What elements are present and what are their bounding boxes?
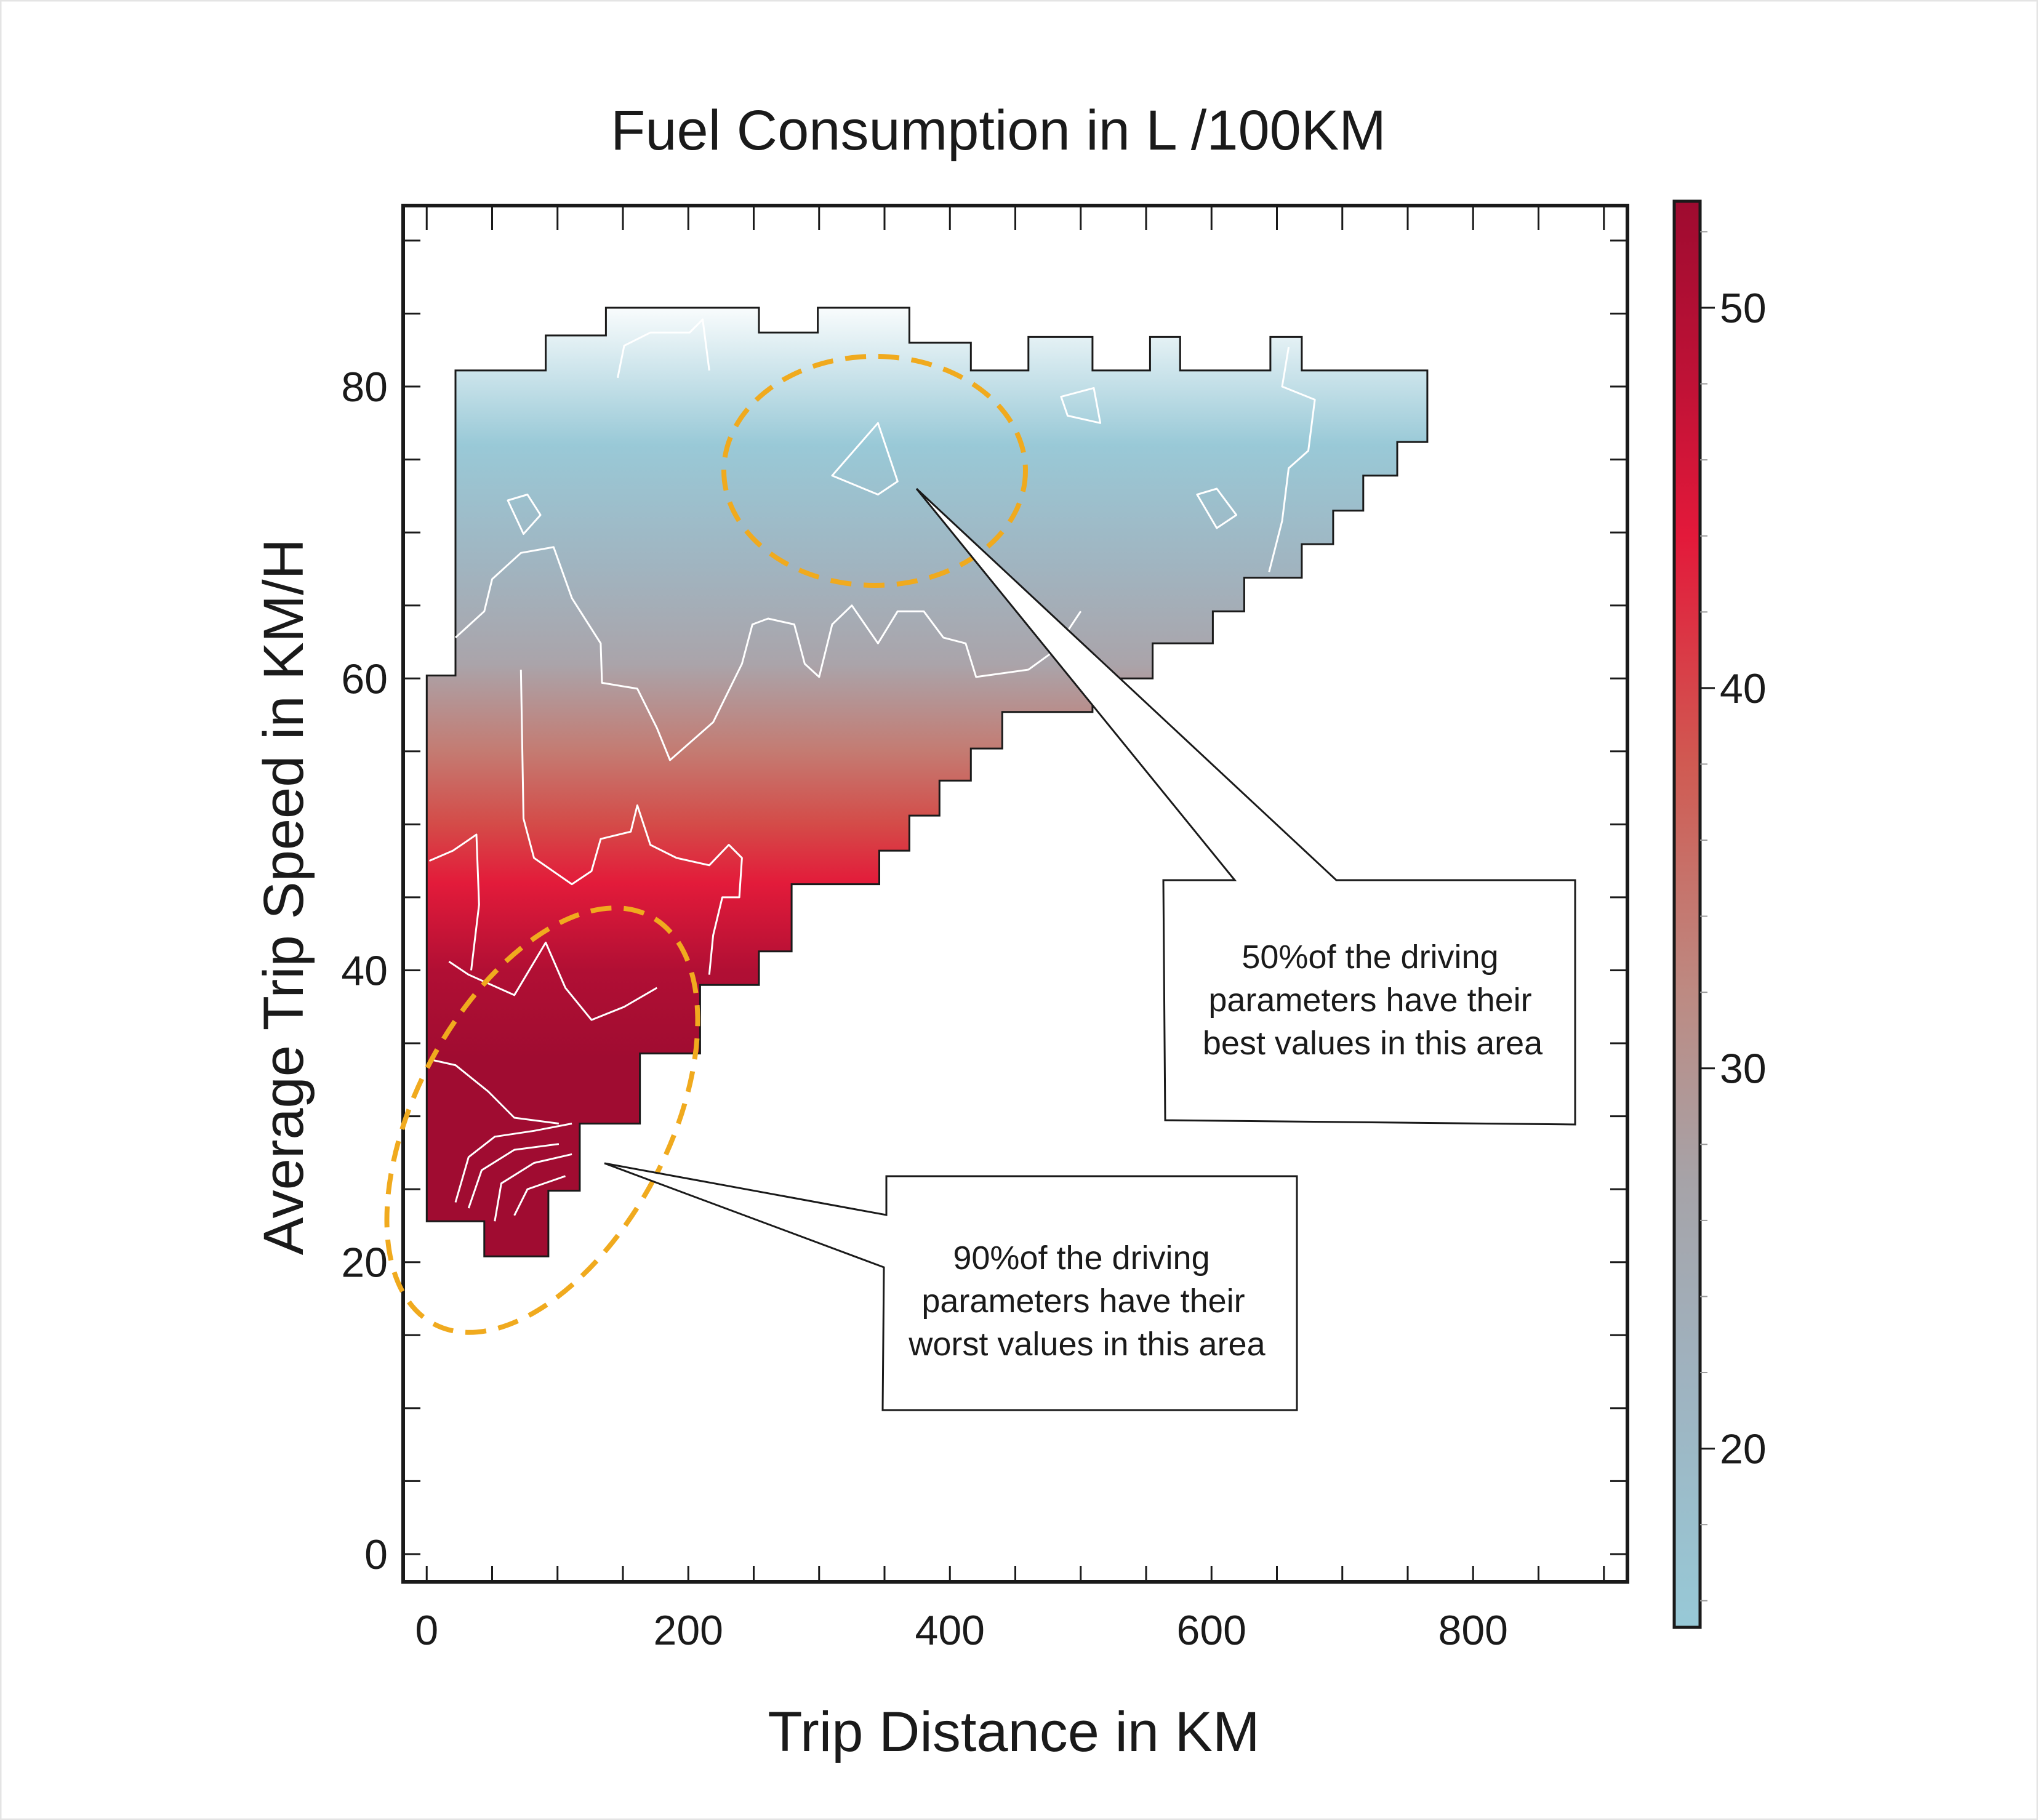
contour-line-1 [520, 669, 743, 975]
contour-line-8 [513, 1175, 566, 1216]
contour-lines [428, 318, 1316, 1222]
x-tick-label: 600 [1177, 1607, 1246, 1654]
contour-line-11 [1196, 487, 1238, 529]
worst-area-callout: 90%of the driving parameters have their … [604, 1162, 1298, 1411]
worst-area-callout-line-2: parameters have their [921, 1283, 1245, 1320]
contour-line-9 [831, 422, 899, 495]
colorbar-tick-label: 40 [1720, 665, 1767, 712]
contour-line-2 [428, 833, 480, 971]
colorbar-tick-label: 50 [1720, 285, 1767, 332]
y-tick-label: 0 [364, 1531, 388, 1578]
best-area-callout-line-1: 50%of the driving [1242, 939, 1498, 976]
heatmap-region [425, 307, 1429, 1257]
contour-line-4 [429, 1058, 560, 1124]
axis-ticks [403, 206, 1627, 1582]
axis-tick-labels: 0 200 400 600 800 0 20 40 60 80 [341, 364, 1508, 1654]
best-area-highlight-ellipse [721, 354, 1028, 588]
best-area-callout-line-2: parameters have their [1208, 982, 1531, 1019]
worst-area-callout-box [604, 1162, 1298, 1411]
best-area-callout-line-3: best values in this area [1203, 1025, 1543, 1062]
chart-title: Fuel Consumption in L /100KM [611, 99, 1386, 162]
colorbar-tick-label: 30 [1720, 1046, 1767, 1092]
contour-line-12 [1060, 387, 1102, 424]
contour-line-5 [454, 1123, 572, 1203]
y-tick-label: 40 [341, 947, 388, 994]
colorbar-tick-label: 20 [1720, 1426, 1767, 1473]
colorbar: 20 30 40 50 [1672, 199, 1767, 1629]
worst-area-callout-line-1: 90%of the driving [953, 1240, 1210, 1277]
x-axis-label: Trip Distance in KM [768, 1701, 1259, 1763]
contour-line-0 [454, 546, 1082, 761]
contour-line-3 [448, 941, 658, 1021]
contour-line-10 [507, 494, 542, 535]
best-area-callout-box [915, 487, 1576, 1126]
x-tick-label: 800 [1438, 1607, 1508, 1654]
colorbar-gradient [1672, 199, 1702, 1629]
y-tick-label: 20 [341, 1240, 388, 1286]
y-tick-label: 80 [341, 364, 388, 411]
x-tick-label: 200 [654, 1607, 723, 1654]
contour-line-7 [494, 1153, 572, 1222]
colorbar-ticks: 20 30 40 50 [1700, 231, 1767, 1602]
contour-line-13 [1268, 347, 1316, 572]
heatmap-region-fill [425, 307, 1429, 1257]
contour-line-6 [467, 1143, 560, 1209]
worst-area-callout-line-3: worst values in this area [908, 1326, 1266, 1363]
x-tick-label: 400 [915, 1607, 985, 1654]
y-axis-label: Average Trip Speed in KM/H [252, 539, 315, 1255]
y-tick-label: 60 [341, 655, 388, 702]
best-area-callout: 50%of the driving parameters have their … [915, 487, 1576, 1126]
contour-line-14 [617, 318, 710, 379]
x-tick-label: 0 [415, 1607, 438, 1654]
